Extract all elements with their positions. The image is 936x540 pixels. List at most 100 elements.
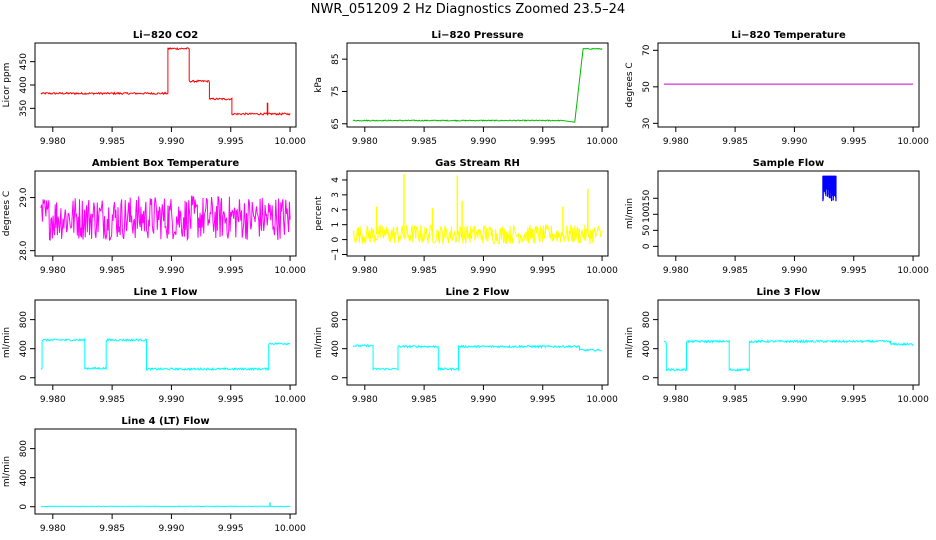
series-line — [352, 344, 603, 372]
chart-title: Line 4 (LT) Flow — [121, 416, 209, 427]
series-line — [352, 223, 603, 245]
y-tick-label: 100 — [642, 205, 652, 222]
x-tick-label: 9.985 — [99, 524, 125, 534]
chart-panel-1: Li−820 CO2 Licor ppm 9.980 9.985 9.990 9.995 1… — [2, 30, 306, 147]
x-tick-label: 9.985 — [411, 395, 437, 405]
plot-frame — [346, 42, 609, 128]
x-tick-label: 10.000 — [897, 137, 929, 147]
series-line — [40, 47, 291, 116]
x-tick-label: 9.995 — [530, 395, 556, 405]
chart-title: Li−820 Pressure — [431, 30, 524, 41]
y-tick-label: 50 — [642, 224, 652, 236]
chart-panel-2: Li−820 Pressure kPa 9.980 9.985 9.990 9.995 10… — [314, 30, 618, 147]
series-line — [40, 337, 291, 372]
y-tick-label: 4 — [331, 177, 341, 183]
y-tick-label: 0 — [642, 243, 652, 249]
plot-frame — [34, 170, 297, 257]
x-tick-label: 9.980 — [40, 266, 66, 276]
chart-title: Line 2 Flow — [446, 287, 510, 298]
y-tick-label: 400 — [19, 469, 29, 486]
x-tick-label: 10.000 — [586, 266, 618, 276]
x-tick-label: 9.985 — [99, 266, 125, 276]
y-tick-label: 400 — [331, 340, 341, 357]
plot-frame — [34, 428, 297, 515]
y-tick-label: 3 — [331, 192, 341, 198]
x-tick-label: 10.000 — [586, 395, 618, 405]
chart-panel-6: Sample Flow ml/min 9.980 9.985 9.990 9.995 10.… — [625, 158, 929, 276]
x-tick-label: 9.985 — [722, 137, 748, 147]
series-line — [40, 195, 291, 242]
x-tick-label: 9.990 — [782, 395, 808, 405]
plot-frame — [346, 299, 609, 386]
y-tick-label: 30 — [642, 117, 652, 129]
x-tick-label: 9.990 — [471, 137, 497, 147]
chart-title: Li−820 Temperature — [731, 30, 846, 41]
x-tick-label: 9.980 — [663, 137, 689, 147]
x-tick-label: 9.995 — [218, 266, 244, 276]
chart-title: Ambient Box Temperature — [92, 158, 239, 169]
y-axis-label: ml/min — [625, 327, 635, 358]
y-tick-label: 2 — [331, 207, 341, 213]
y-tick-label: 800 — [642, 311, 652, 328]
x-tick-label: 10.000 — [897, 395, 929, 405]
chart-title: Li−820 CO2 — [133, 30, 198, 41]
y-tick-label: 150 — [642, 189, 652, 206]
x-tick-label: 9.995 — [841, 137, 867, 147]
x-tick-label: 9.980 — [663, 395, 689, 405]
figure-title: NWR_051209 2 Hz Diagnostics Zoomed 23.5–… — [310, 2, 626, 17]
x-tick-label: 10.000 — [274, 137, 306, 147]
x-tick-label: 10.000 — [274, 395, 306, 405]
y-tick-label: 1 — [331, 222, 341, 228]
chart-panel-3: Li−820 Temperature degrees C 9.980 9.985 9.9… — [625, 30, 929, 147]
x-tick-label: 9.985 — [722, 395, 748, 405]
y-axis-label: kPa — [314, 77, 324, 93]
x-tick-label: 9.995 — [530, 137, 556, 147]
y-tick-label: 28.0 — [19, 240, 29, 260]
y-tick-label: 0 — [19, 504, 29, 510]
y-tick-label: 75 — [331, 86, 341, 97]
x-tick-label: 9.980 — [663, 266, 689, 276]
chart-panel-8: Line 2 Flow ml/min 9.980 9.985 9.990 9.995 10.… — [314, 287, 618, 405]
chart-title: Gas Stream RH — [435, 158, 520, 169]
x-tick-label: 10.000 — [897, 266, 929, 276]
x-tick-label: 9.990 — [159, 266, 185, 276]
x-tick-label: 9.990 — [159, 395, 185, 405]
plot-frame — [657, 170, 920, 257]
x-tick-label: 9.990 — [782, 137, 808, 147]
x-tick-label: 9.990 — [471, 266, 497, 276]
y-tick-label: 350 — [19, 99, 29, 116]
y-axis-label: ml/min — [625, 198, 635, 229]
x-tick-label: 9.995 — [218, 395, 244, 405]
y-tick-label: 400 — [642, 340, 652, 357]
y-tick-label: −1 — [331, 248, 341, 261]
x-tick-label: 9.995 — [218, 524, 244, 534]
x-tick-label: 9.995 — [841, 395, 867, 405]
x-tick-label: 9.980 — [352, 395, 378, 405]
chart-title: Line 3 Flow — [757, 287, 821, 298]
x-tick-label: 10.000 — [274, 524, 306, 534]
x-tick-label: 9.980 — [352, 266, 378, 276]
y-tick-label: 800 — [331, 311, 341, 328]
x-tick-label: 9.980 — [40, 395, 66, 405]
y-tick-label: 70 — [642, 44, 652, 56]
x-tick-label: 9.985 — [99, 395, 125, 405]
x-tick-label: 10.000 — [586, 137, 618, 147]
x-tick-label: 9.980 — [352, 137, 378, 147]
plot-frame — [34, 42, 297, 128]
x-tick-label: 9.990 — [159, 137, 185, 147]
series-line — [663, 338, 914, 373]
x-tick-label: 9.990 — [471, 395, 497, 405]
y-tick-label: 450 — [19, 53, 29, 70]
y-tick-label: 400 — [19, 76, 29, 93]
y-axis-label: ml/min — [2, 327, 12, 358]
y-tick-label: 0 — [642, 375, 652, 381]
y-axis-label: ml/min — [314, 327, 324, 358]
y-tick-label: 0 — [331, 236, 341, 242]
y-axis-label: Licor ppm — [2, 63, 12, 108]
y-axis-label: percent — [314, 196, 324, 231]
y-tick-label: 50 — [642, 81, 652, 93]
chart-panel-4: Ambient Box Temperature degrees C 9.980 9.9… — [2, 158, 306, 276]
series-line — [40, 505, 291, 508]
plot-frame — [657, 42, 920, 128]
